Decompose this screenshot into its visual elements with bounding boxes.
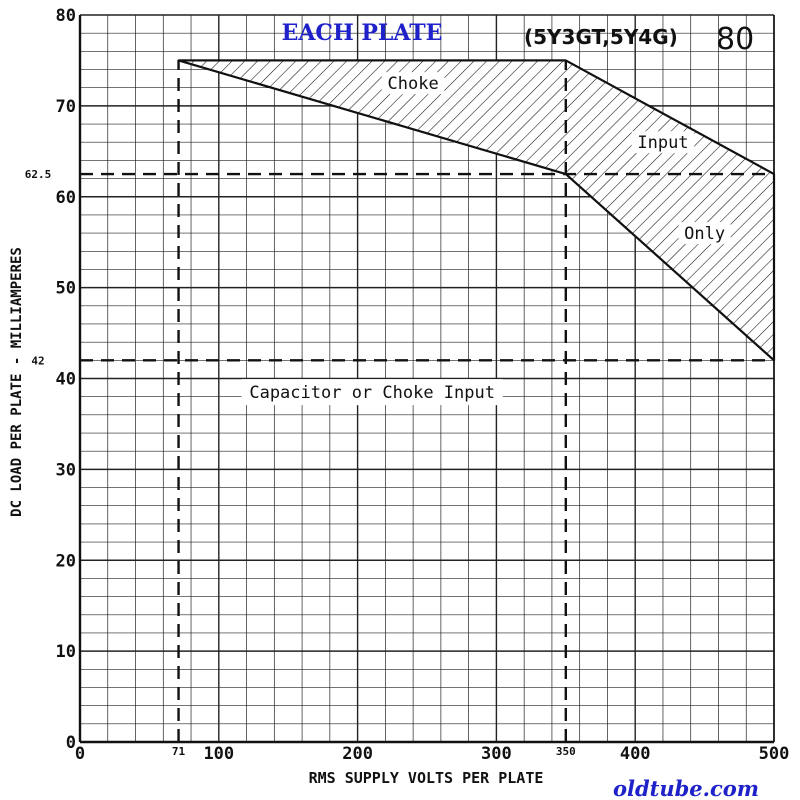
capacitor-or-choke-input-label-background <box>241 379 503 406</box>
y-axis-label: DC LOAD PER PLATE - MILLIAMPERES <box>9 247 25 517</box>
choke-input-only-label: Input <box>637 133 688 153</box>
x-special-tick-label: 350 <box>556 745 576 758</box>
x-special-tick-label: 71 <box>172 745 186 758</box>
capacitor-or-choke-input-label: Capacitor or Choke Input <box>249 383 495 403</box>
y-tick-label: 60 <box>56 188 76 208</box>
choke-input-only-label: Choke <box>388 74 439 94</box>
y-tick-label: 50 <box>56 279 76 299</box>
y-special-tick-label: 42 <box>31 354 44 367</box>
choke-input-only-label-background <box>678 222 731 245</box>
y-special-tick-label: 62.5 <box>25 168 52 181</box>
x-tick-label: 400 <box>620 744 651 764</box>
y-tick-label: 0 <box>66 733 76 753</box>
x-tick-label: 100 <box>203 744 234 764</box>
axes <box>78 15 775 744</box>
tube-types: (5Y3GT,5Y4G) <box>524 25 678 49</box>
regions: Capacitor or Choke Input Choke Input Only <box>177 59 776 406</box>
y-tick-label: 70 <box>56 97 76 117</box>
y-tick-label: 80 <box>56 6 76 26</box>
y-tick-label: 30 <box>56 460 76 480</box>
y-tick-label: 10 <box>56 642 76 662</box>
x-tick-label: 200 <box>342 744 373 764</box>
y-tick-label: 40 <box>56 370 76 390</box>
choke-input-only-label: Only <box>684 224 725 244</box>
tube-number: 80 <box>716 22 754 57</box>
tick-labels: 0 100 200 300 400 500 71 350 0 10 20 30 40 50 60 70 80 62… <box>25 6 790 764</box>
y-tick-label: 20 <box>56 551 76 571</box>
x-tick-label: 0 <box>75 744 85 764</box>
x-tick-label: 300 <box>481 744 512 764</box>
dashed-reference-lines <box>80 59 774 742</box>
chart-title: EACH PLATE <box>282 20 443 46</box>
choke-input-only-label-background <box>631 131 695 154</box>
choke-input-only-label-background <box>381 72 445 95</box>
x-tick-label: 500 <box>759 744 790 764</box>
x-axis-label: RMS SUPPLY VOLTS PER PLATE <box>309 769 544 787</box>
watermark: oldtube.com <box>613 776 759 800</box>
